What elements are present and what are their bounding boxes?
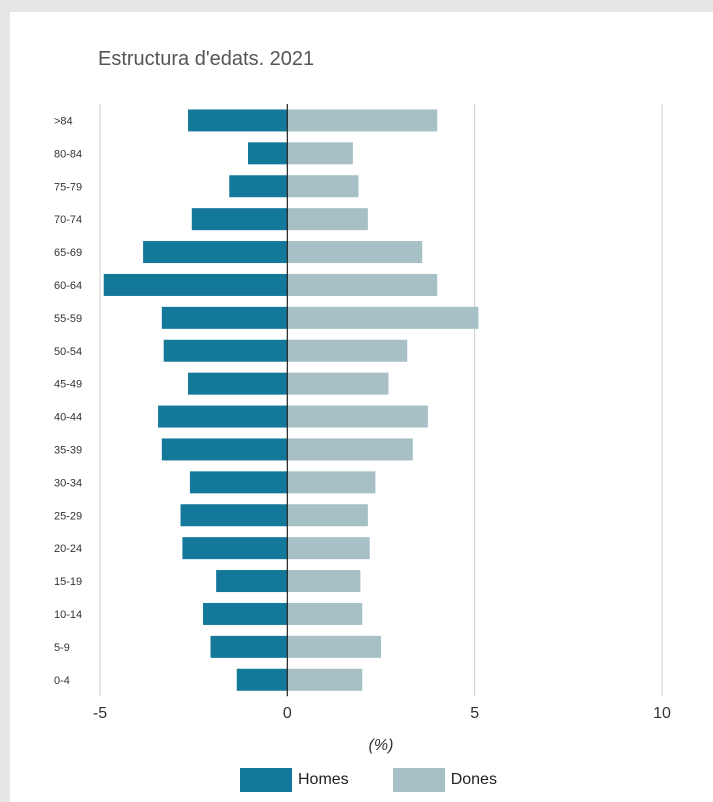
legend-label-homes: Homes [298,771,349,788]
y-tick-label: 35-39 [54,444,82,456]
x-axis-title: (%) [369,737,394,754]
legend-swatch-dones [392,768,445,792]
bar-homes-10 [161,438,288,461]
legend-label-dones: Dones [450,771,497,788]
bar-homes-13 [182,537,288,560]
y-tick-label: 50-54 [54,346,82,358]
bar-homes-8 [188,372,288,395]
y-tick-label: 80-84 [54,148,82,160]
x-tick-label: -5 [93,705,107,722]
bar-homes-17 [236,668,288,691]
y-axis-tick-labels: >84 80-84 75-79 70-74 65-69 60-64 55-59 50-54 45… [54,115,82,686]
bar-dones-17 [287,668,363,691]
bar-dones-9 [287,405,428,428]
bar-homes-14 [216,570,288,593]
bar-dones-0 [287,109,438,132]
bar-homes-4 [143,241,288,264]
y-tick-label: 60-64 [54,280,82,292]
bar-dones-5 [287,273,438,296]
bar-homes-0 [188,109,288,132]
bar-dones-8 [287,372,389,395]
bar-homes-15 [203,602,288,625]
y-tick-label: 40-44 [54,412,82,424]
bar-dones-2 [287,175,359,198]
bar-dones-15 [287,602,363,625]
bar-homes-6 [161,306,288,329]
y-tick-label: 55-59 [54,313,82,325]
bar-dones-7 [287,339,408,362]
x-axis-tick-labels: -5 0 5 10 [93,705,671,722]
legend-item-dones: Dones [392,768,497,792]
bar-homes-12 [180,504,288,527]
bar-dones-14 [287,570,361,593]
x-tick-label: 10 [653,705,671,722]
bar-dones-1 [287,142,353,165]
y-tick-label: 0-4 [54,675,70,687]
chart-title: Estructura d'edats. 2021 [98,48,315,70]
bar-dones-4 [287,241,423,264]
bar-homes-3 [191,208,288,231]
x-tick-label: 5 [470,705,479,722]
bar-homes-16 [210,635,288,658]
y-tick-label: >84 [54,115,73,127]
bar-dones-10 [287,438,413,461]
chart-panel: Estructura d'edats. 2021 >84 80-84 75-79 70… [10,12,713,802]
legend-item-homes: Homes [240,768,349,792]
y-tick-label: 30-34 [54,477,82,489]
y-tick-label: 25-29 [54,510,82,522]
bar-homes-9 [158,405,288,428]
y-tick-label: 45-49 [54,379,82,391]
legend: Homes Dones [240,768,533,792]
bar-homes-1 [247,142,288,165]
bar-dones-13 [287,537,370,560]
bar-homes-7 [163,339,288,362]
bar-homes-11 [189,471,288,494]
bar-dones-6 [287,306,479,329]
y-tick-label: 65-69 [54,247,82,259]
y-tick-label: 10-14 [54,609,82,621]
bar-homes-2 [229,175,288,198]
bar-homes-5 [103,273,288,296]
bar-dones-16 [287,635,381,658]
bar-dones-3 [287,208,368,231]
y-tick-label: 75-79 [54,181,82,193]
y-tick-label: 15-19 [54,576,82,588]
y-tick-label: 70-74 [54,214,82,226]
y-tick-label: 5-9 [54,642,70,654]
bar-dones-12 [287,504,368,527]
x-tick-label: 0 [283,705,292,722]
grid-lines [99,104,663,697]
legend-swatch-homes [240,768,292,792]
bar-dones-11 [287,471,376,494]
y-tick-label: 20-24 [54,543,82,555]
bars [103,109,479,691]
population-pyramid-chart: >84 80-84 75-79 70-74 65-69 60-64 55-59 50-54 45… [54,104,671,754]
